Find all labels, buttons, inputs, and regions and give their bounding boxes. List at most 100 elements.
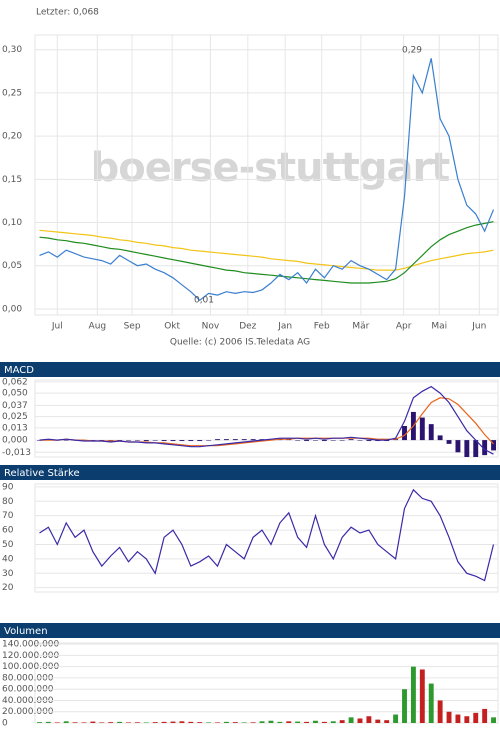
- bar: [410, 666, 416, 723]
- y-tick-label: 0,000: [2, 436, 28, 446]
- panel-header: [0, 623, 500, 638]
- bar: [277, 721, 283, 723]
- plot-area: [34, 379, 499, 458]
- bar: [330, 440, 336, 441]
- bar: [313, 440, 318, 441]
- y-tick-label: 20.000.000: [2, 707, 54, 717]
- bar: [348, 717, 354, 723]
- bar: [446, 440, 452, 444]
- bar: [81, 722, 87, 723]
- y-tick-label: 0,15: [2, 175, 22, 185]
- plot-area: [34, 34, 499, 316]
- bar: [482, 708, 488, 723]
- bar: [37, 722, 42, 723]
- y-tick-label: 40: [2, 554, 14, 564]
- bar: [197, 440, 203, 442]
- y-tick-label: 0,00: [2, 304, 22, 314]
- bar: [286, 721, 292, 723]
- y-tick-label: 0,25: [2, 88, 22, 98]
- bar: [241, 722, 247, 723]
- bar: [491, 440, 496, 451]
- bar: [437, 700, 443, 723]
- bar: [437, 435, 443, 441]
- bar: [206, 440, 212, 441]
- y-tick-label: 80: [2, 497, 14, 507]
- bar: [428, 424, 434, 441]
- bar: [45, 721, 51, 723]
- y-tick-label: 70: [2, 511, 14, 521]
- bar: [37, 440, 42, 441]
- bar: [179, 440, 185, 442]
- bar: [295, 721, 301, 723]
- x-tick-label: Jun: [471, 322, 486, 332]
- panel-title: Relative Stärke: [4, 468, 80, 479]
- x-tick-label: Apr: [396, 322, 412, 332]
- source: Quelle: (c) 2006 IS.Teledata AG: [170, 338, 310, 348]
- bar: [268, 720, 274, 723]
- bar: [117, 440, 123, 441]
- x-tick-label: Mai: [431, 322, 447, 332]
- y-tick-label: 80.000.000: [2, 673, 54, 683]
- bar: [232, 439, 238, 441]
- y-tick-label: 140.000.000: [2, 640, 60, 650]
- bar: [455, 440, 461, 453]
- bar: [455, 714, 461, 723]
- bar: [330, 721, 336, 723]
- bar: [259, 721, 265, 723]
- y-tick-label: 0,062: [2, 377, 28, 387]
- x-tick-label: Jan: [277, 322, 292, 332]
- bar: [161, 440, 167, 442]
- bar: [134, 722, 140, 723]
- x-tick-label: Feb: [314, 322, 330, 332]
- bar: [223, 439, 229, 441]
- bar: [375, 719, 381, 723]
- line: [39, 488, 495, 582]
- bar: [339, 440, 345, 441]
- line: [39, 385, 494, 455]
- x-tick-label: Dez: [239, 322, 256, 332]
- bar: [188, 440, 194, 442]
- y-tick-label: 0: [2, 719, 8, 729]
- bar: [357, 440, 363, 441]
- bar: [366, 716, 372, 723]
- y-tick-label: 60: [2, 526, 14, 536]
- bar: [250, 439, 256, 441]
- bar: [54, 722, 60, 723]
- bar: [90, 440, 96, 441]
- bar: [152, 722, 158, 723]
- bar: [241, 439, 247, 441]
- x-tick-label: Nov: [202, 322, 220, 332]
- annotation: 0,29: [402, 46, 422, 56]
- bar: [90, 721, 96, 723]
- y-tick-label: 50: [2, 540, 14, 550]
- bar: [188, 721, 194, 723]
- bar: [179, 721, 185, 723]
- panel-title: Volumen: [4, 626, 48, 637]
- bar: [339, 720, 345, 723]
- bar: [170, 440, 176, 442]
- x-tick-label: Sep: [124, 322, 141, 332]
- watermark: boerse-stuttgart: [91, 145, 451, 191]
- panel-header: [0, 465, 500, 480]
- bar: [197, 722, 203, 723]
- y-tick-label: 0,037: [2, 401, 28, 411]
- bar: [126, 440, 131, 441]
- x-tick-label: Aug: [89, 322, 107, 332]
- line: [39, 58, 495, 302]
- bar: [321, 721, 327, 723]
- bar: [126, 722, 131, 723]
- bar: [206, 722, 212, 723]
- panel-title: MACD: [4, 365, 34, 376]
- y-tick-label: 40.000.000: [2, 696, 54, 706]
- bar: [143, 440, 149, 442]
- y-tick-label: 60.000.000: [2, 685, 54, 695]
- bar: [152, 440, 158, 441]
- y-tick-label: 30: [2, 569, 14, 579]
- y-tick-label: 20: [2, 583, 14, 593]
- bar: [491, 717, 496, 723]
- bar: [357, 718, 363, 723]
- y-tick-label: 90: [2, 482, 14, 492]
- bar: [446, 711, 452, 723]
- bar: [419, 669, 425, 723]
